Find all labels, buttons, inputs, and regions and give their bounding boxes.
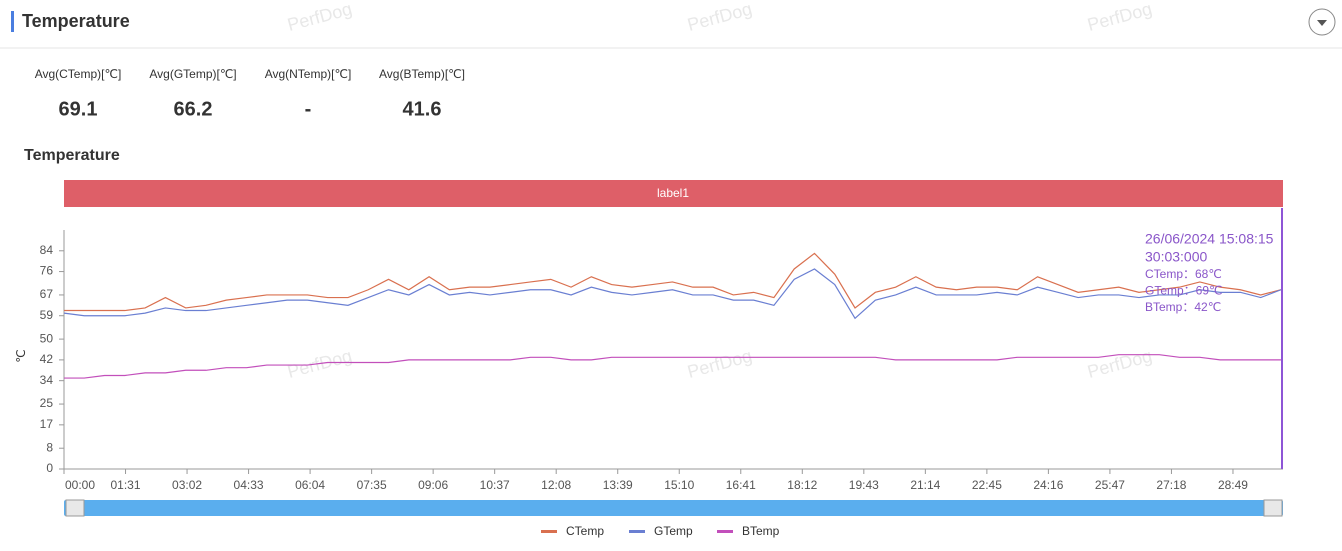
chart-title: Temperature — [24, 147, 120, 164]
x-tick-label: 16:41 — [726, 478, 756, 492]
series-line — [64, 354, 1281, 379]
zoom-slider[interactable] — [64, 499, 1283, 517]
x-tick-label: 18:12 — [787, 478, 817, 492]
title-accent — [11, 11, 14, 32]
x-tick-label: 03:02 — [172, 478, 202, 492]
x-tick-label: 01:31 — [111, 478, 141, 492]
slider-track[interactable] — [64, 500, 1283, 516]
y-axis-label: ℃ — [14, 349, 28, 362]
y-tick-label: 67 — [40, 287, 54, 301]
x-tick-label: 09:06 — [418, 478, 448, 492]
slider-handle[interactable] — [65, 499, 85, 517]
x-tick-label: 06:04 — [295, 478, 325, 492]
x-tick-label: 15:10 — [664, 478, 694, 492]
y-tick-label: 25 — [40, 396, 54, 410]
stat-value: 66.2 — [174, 98, 213, 120]
legend-label: GTemp — [654, 524, 693, 538]
stat-value: - — [305, 98, 312, 120]
watermark: PerfDog — [685, 0, 754, 35]
watermark: PerfDog — [1085, 0, 1154, 35]
series-line — [64, 252, 1282, 312]
stat-value: 69.1 — [59, 98, 98, 120]
tooltip-line: GTemp：69℃ — [1145, 284, 1223, 298]
legend-swatch — [717, 530, 733, 533]
stat-label: Avg(GTemp)[℃] — [149, 67, 236, 81]
legend-swatch — [629, 530, 645, 533]
y-tick-label: 50 — [40, 331, 54, 345]
y-tick-label: 0 — [46, 461, 53, 475]
stat-label: Avg(BTemp)[℃] — [379, 67, 465, 81]
tooltip-line: BTemp：42℃ — [1145, 300, 1221, 314]
y-tick-label: 17 — [40, 417, 54, 431]
y-tick-label: 42 — [40, 352, 54, 366]
tooltip-time: 26/06/2024 15:08:15 — [1145, 231, 1274, 247]
legend-swatch — [541, 530, 557, 533]
watermark: PerfDog — [1085, 346, 1154, 382]
slider-handle[interactable] — [1263, 499, 1283, 517]
stat-label: Avg(NTemp)[℃] — [265, 67, 352, 81]
stat-value: 41.6 — [403, 98, 442, 120]
label-band — [64, 180, 1283, 207]
x-tick-label: 21:14 — [910, 478, 940, 492]
y-tick-label: 76 — [40, 264, 54, 278]
tooltip-elapsed: 30:03:000 — [1145, 249, 1207, 265]
y-tick-label: 59 — [40, 308, 54, 322]
x-tick-label: 27:18 — [1156, 478, 1186, 492]
x-tick-label: 28:49 — [1218, 478, 1248, 492]
stat-label: Avg(CTemp)[℃] — [35, 67, 122, 81]
watermark: PerfDog — [685, 346, 754, 382]
x-tick-label: 19:43 — [849, 478, 879, 492]
x-tick-label: 25:47 — [1095, 478, 1125, 492]
collapse-arrow[interactable] — [1317, 20, 1327, 26]
x-tick-label: 24:16 — [1033, 478, 1063, 492]
x-tick-label: 10:37 — [480, 478, 510, 492]
x-tick-label: 22:45 — [972, 478, 1002, 492]
series-line — [63, 268, 1282, 320]
collapse-button[interactable] — [1308, 8, 1336, 36]
y-tick-label: 34 — [40, 373, 54, 387]
legend-label: BTemp — [742, 524, 780, 538]
x-tick-label: 13:39 — [603, 478, 633, 492]
y-tick-label: 8 — [46, 440, 53, 454]
y-tick-label: 84 — [40, 243, 54, 257]
x-tick-label: 04:33 — [234, 478, 264, 492]
legend-label: CTemp — [566, 524, 604, 538]
panel-title: Temperature — [22, 11, 130, 31]
x-tick-label: 12:08 — [541, 478, 571, 492]
band-label: label1 — [657, 186, 689, 200]
tooltip-line: CTemp：68℃ — [1145, 267, 1222, 281]
x-tick-label: 00:00 — [65, 478, 95, 492]
watermark: PerfDog — [285, 0, 354, 35]
x-tick-label: 07:35 — [357, 478, 387, 492]
